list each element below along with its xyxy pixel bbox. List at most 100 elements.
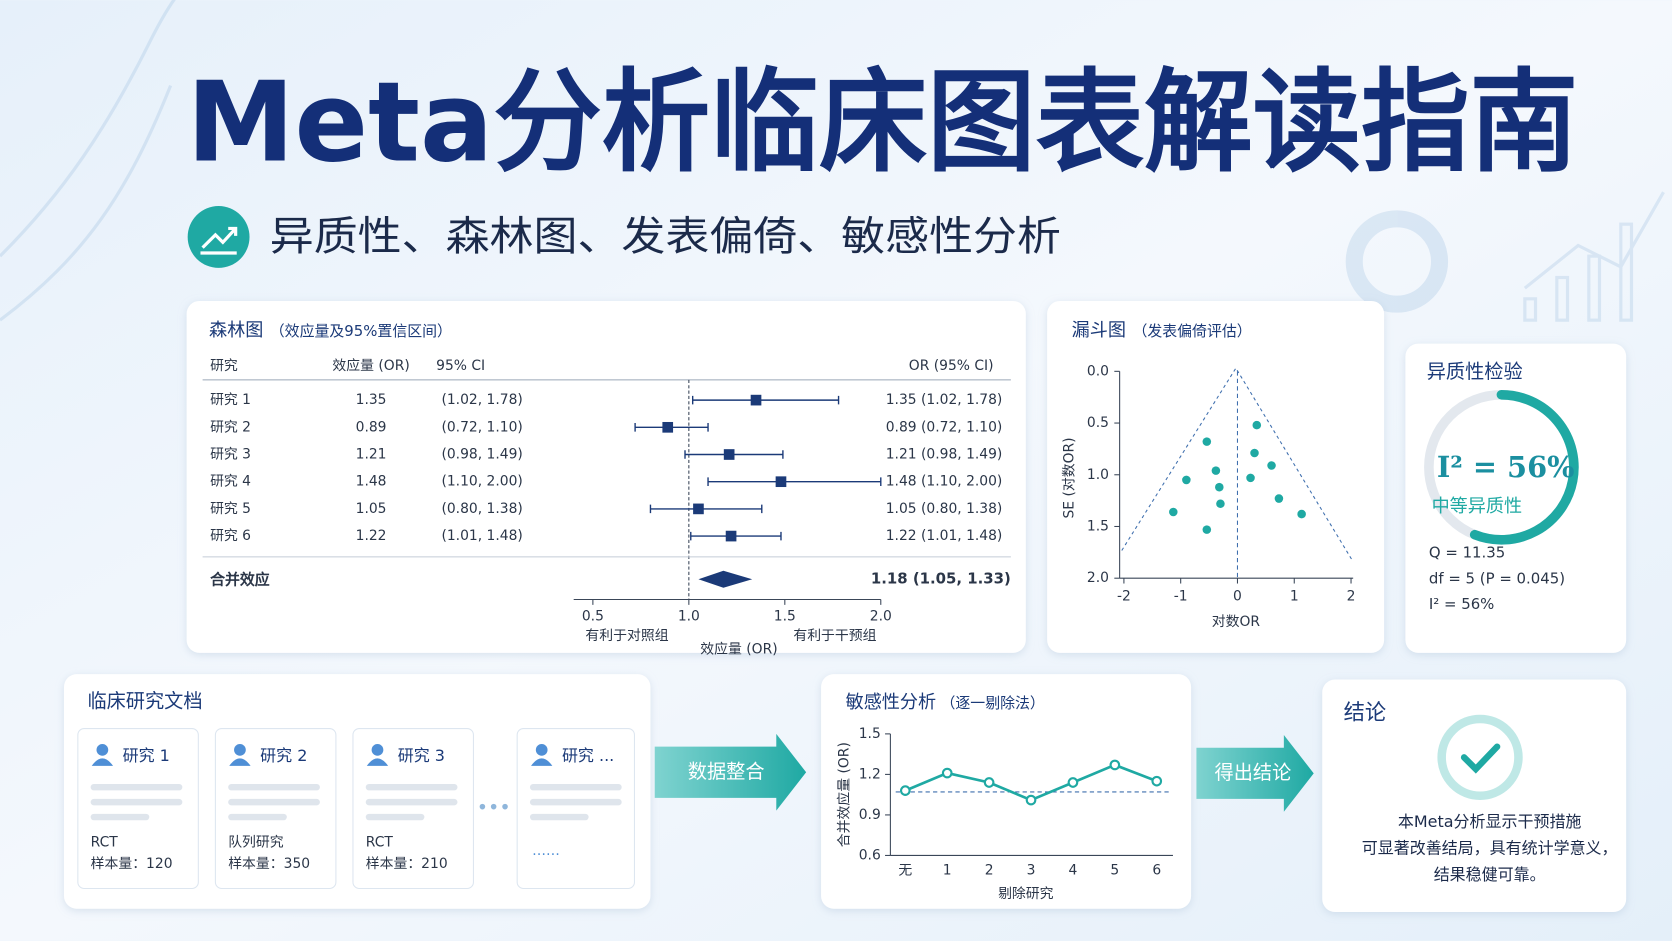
- person-body: [91, 758, 114, 766]
- heterogeneity-level: 中等异质性: [1432, 496, 1523, 517]
- funnel-card: [1047, 300, 1385, 653]
- forest-subtitle: （效应量及95%置信区间）: [270, 322, 452, 340]
- y-tick-label: 0.5: [1087, 415, 1109, 431]
- conclusion-title: 结论: [1344, 701, 1387, 726]
- y-tick-label: 0.6: [859, 847, 881, 863]
- person-body: [366, 758, 389, 766]
- y-tick-label: 1.5: [859, 726, 881, 742]
- x-tick-label: 4: [1069, 862, 1078, 878]
- study-design: 队列研究: [228, 835, 284, 851]
- right-label: 有利于干预组: [793, 628, 876, 644]
- x-axis-label: 对数OR: [1212, 614, 1261, 630]
- text-placeholder: [90, 784, 183, 791]
- row-label: 1.22 (1.01, 1.48): [886, 528, 1003, 544]
- study-name: 研究 3: [210, 447, 251, 463]
- person-head: [96, 744, 109, 756]
- text-placeholder: [228, 798, 320, 806]
- effect-square: [693, 503, 704, 515]
- x-tick-label: 2: [1347, 588, 1356, 604]
- x-tick-label: 1: [943, 862, 952, 878]
- study-point: [1211, 466, 1221, 475]
- person-head: [535, 744, 548, 756]
- person-head: [234, 744, 246, 756]
- study-card: [214, 728, 337, 890]
- ci-text: (0.98, 1.49): [441, 447, 522, 463]
- row-label: 1.21 (0.98, 1.49): [886, 447, 1003, 463]
- x-tick-label: 6: [1152, 862, 1161, 878]
- effect-value: 1.21: [356, 447, 387, 463]
- ci-text: (0.80, 1.38): [441, 501, 522, 517]
- y-axis-label: SE (对数OR): [1062, 437, 1078, 518]
- conclusion-line: 可显著改善结局，具有统计学意义，: [1362, 839, 1618, 858]
- subtitle: 异质性、森林图、发表偏倚、敏感性分析: [270, 212, 1061, 260]
- card-title: 研究 2: [260, 746, 307, 765]
- person-head: [371, 744, 384, 756]
- x-tick-label: -1: [1174, 588, 1188, 604]
- effect-square: [775, 476, 787, 488]
- person-body: [531, 758, 553, 766]
- pooled-diamond: [698, 570, 753, 588]
- ci-bar: [649, 504, 763, 514]
- ci-bar: [707, 477, 882, 486]
- x-axis-label: 效应量 (OR): [700, 641, 777, 658]
- row-label: 1.48 (1.10, 2.00): [886, 474, 1003, 490]
- left-label: 有利于对照组: [585, 628, 668, 644]
- text-placeholder: [228, 813, 287, 821]
- text-placeholder: [228, 784, 320, 791]
- conclusion-line: 本Meta分析显示干预措施: [1398, 812, 1582, 831]
- effect-value: 0.89: [356, 419, 387, 435]
- funnel-subtitle: （发表偏倚评估）: [1132, 322, 1251, 340]
- check-mark: [1460, 743, 1501, 774]
- sensitivity-point: [1067, 777, 1079, 788]
- text-placeholder: [529, 813, 589, 821]
- text-placeholder: [365, 798, 458, 806]
- documents-title: 临床研究文档: [87, 689, 202, 712]
- x-tick-label: 1.5: [774, 609, 796, 625]
- heterogeneity-stat: Q = 11.35: [1429, 544, 1505, 562]
- study-design: RCT: [91, 835, 119, 851]
- x-tick-label: 1.0: [678, 609, 700, 625]
- x-tick-label: 0.5: [582, 609, 604, 625]
- study-point: [1202, 437, 1212, 446]
- sensitivity-title: 敏感性分析: [846, 692, 937, 713]
- sensitivity-point: [1151, 775, 1163, 787]
- funnel-outline: [1121, 367, 1353, 561]
- forest-title: 森林图: [209, 320, 263, 341]
- study-point: [1169, 507, 1178, 517]
- check-ring: [1437, 714, 1523, 800]
- text-placeholder: [90, 813, 150, 821]
- y-tick-label: 0.0: [1087, 363, 1109, 379]
- study-point: [1216, 499, 1225, 508]
- row-label: 1.35 (1.02, 1.78): [886, 392, 1003, 408]
- conclusion-line: 结果稳健可靠。: [1434, 865, 1546, 884]
- card-title: 研究 1: [123, 746, 170, 765]
- column-header: 效应量 (OR): [332, 357, 409, 374]
- x-tick-label: 无: [898, 862, 912, 878]
- text-placeholder: [529, 784, 622, 791]
- row-label: 1.05 (0.80, 1.38): [886, 501, 1003, 517]
- x-tick-label: 5: [1110, 862, 1119, 878]
- study-name: 研究 2: [210, 419, 251, 435]
- heterogeneity-card: [1405, 343, 1627, 653]
- decoration: [0, 0, 1665, 322]
- effect-square: [662, 421, 674, 433]
- study-name: 研究 6: [210, 528, 251, 544]
- study-point: [1182, 475, 1191, 485]
- x-tick-label: 0: [1233, 588, 1242, 604]
- heterogeneity-title: 异质性检验: [1427, 360, 1523, 383]
- x-tick-label: 1: [1290, 588, 1299, 604]
- column-header: 研究: [210, 358, 238, 374]
- x-tick-label: 2: [985, 862, 994, 878]
- more-dots: •••: [477, 796, 511, 819]
- x-tick-label: 3: [1027, 862, 1036, 878]
- y-tick-label: 1.0: [1087, 467, 1109, 483]
- ci-text: (0.72, 1.10): [441, 419, 522, 435]
- row-label: 0.89 (0.72, 1.10): [886, 419, 1003, 435]
- heterogeneity-stat: I² = 56%: [1429, 595, 1494, 613]
- y-tick-label: 1.2: [859, 766, 881, 782]
- sensitivity-subtitle: （逐一剔除法）: [941, 694, 1045, 712]
- flow-label: 数据整合: [688, 760, 765, 783]
- effect-square: [725, 530, 737, 542]
